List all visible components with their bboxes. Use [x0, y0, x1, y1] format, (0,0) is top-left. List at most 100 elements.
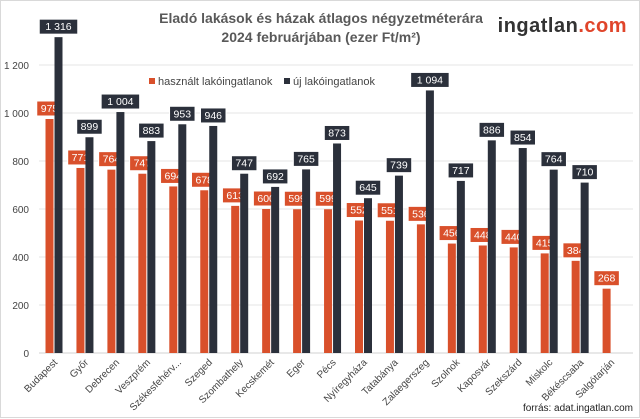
- data-label: 415: [536, 237, 554, 249]
- y-tick-label: 800: [12, 157, 29, 168]
- bar: [147, 141, 156, 353]
- bar: [324, 209, 333, 353]
- data-label-box: [571, 164, 598, 181]
- data-label-box: [354, 179, 382, 196]
- data-label-box: [230, 155, 258, 172]
- bar: [456, 180, 465, 353]
- bar: [262, 209, 271, 353]
- data-label-box: [261, 168, 289, 185]
- data-label: 854: [514, 132, 532, 144]
- bar: [394, 175, 403, 353]
- data-label: 953: [174, 108, 192, 120]
- data-label: 600: [257, 193, 275, 205]
- data-label: 873: [328, 127, 346, 139]
- data-label: 764: [545, 154, 563, 166]
- data-label-box: [292, 150, 320, 167]
- logo-main: ingatlan: [497, 15, 579, 37]
- data-label: 694: [165, 170, 183, 182]
- bar: [54, 37, 63, 353]
- data-label: 747: [235, 158, 253, 170]
- data-label: 1 316: [45, 21, 71, 33]
- y-tick-label: 600: [12, 205, 29, 216]
- bar: [416, 224, 425, 353]
- data-label: 739: [390, 160, 408, 172]
- data-label-box: [478, 121, 506, 138]
- data-label-box: [593, 270, 620, 287]
- bar: [138, 173, 147, 353]
- bar: [355, 220, 363, 353]
- logo: ingatlan.com: [498, 15, 627, 38]
- bar: [231, 205, 240, 353]
- chart-title: Eladó lakások és házak átlagos négyzetmé…: [121, 9, 521, 47]
- data-label: 886: [483, 124, 501, 136]
- data-label-box: [38, 18, 79, 35]
- data-label: 456: [443, 228, 461, 240]
- data-label-box: [385, 157, 413, 174]
- y-tick-label: 400: [12, 253, 29, 264]
- data-label: 536: [412, 208, 430, 220]
- x-tick-label: Budapest: [22, 357, 60, 395]
- bar: [302, 169, 311, 353]
- x-tick-label: Eger: [285, 357, 308, 380]
- title-line-1: Eladó lakások és házak átlagos négyzetmé…: [159, 10, 483, 26]
- bar: [85, 137, 94, 353]
- data-label-box: [323, 124, 351, 141]
- data-label-box: [100, 93, 141, 110]
- data-label: 899: [81, 121, 99, 133]
- data-label-box: [540, 151, 567, 168]
- y-tick-label: 1 200: [4, 61, 29, 72]
- data-label: 765: [297, 153, 315, 165]
- bar: [447, 243, 456, 353]
- data-label: 764: [103, 154, 121, 166]
- data-label: 717: [452, 165, 470, 177]
- bar: [116, 112, 125, 353]
- bar: [333, 143, 342, 353]
- bar: [571, 260, 580, 353]
- data-label: 268: [598, 273, 616, 285]
- data-label-box: [509, 129, 536, 146]
- data-label: 1 094: [417, 74, 443, 86]
- data-label: 883: [143, 125, 161, 137]
- x-tick-label: Pécs: [315, 357, 339, 381]
- data-label: 710: [576, 167, 594, 179]
- bar: [549, 169, 558, 353]
- data-label: 599: [319, 193, 337, 205]
- y-tick-label: 0: [23, 349, 29, 360]
- legend-label: használt lakóingatlanok: [158, 76, 273, 88]
- data-label: 552: [350, 205, 368, 217]
- data-label: 678: [195, 174, 213, 186]
- bar: [76, 167, 85, 353]
- data-label: 440: [505, 231, 523, 243]
- bar: [602, 288, 611, 353]
- bar: [478, 245, 487, 353]
- data-label: 384: [567, 245, 585, 257]
- bar: [509, 247, 518, 353]
- legend-swatch: [149, 78, 155, 84]
- data-label-box: [410, 71, 450, 88]
- bar: [240, 173, 249, 353]
- data-label: 645: [359, 182, 377, 194]
- data-label-box: [138, 122, 165, 139]
- data-label: 975: [41, 103, 59, 115]
- bar: [518, 148, 527, 353]
- y-tick-label: 200: [12, 301, 29, 312]
- data-label: 613: [226, 190, 244, 202]
- data-label: 946: [204, 110, 222, 122]
- bar: [364, 198, 372, 353]
- y-tick-label: 1 000: [4, 109, 29, 120]
- data-label: 1 004: [107, 96, 133, 108]
- bar: [107, 169, 116, 353]
- data-label: 599: [288, 193, 306, 205]
- data-label: 551: [381, 205, 399, 217]
- bar: [540, 253, 549, 353]
- data-label-box: [447, 162, 475, 179]
- bar: [425, 90, 434, 353]
- x-tick-label: Győr: [68, 357, 92, 381]
- source-note: forrás: adat.ingatlan.com: [522, 403, 633, 414]
- bar: [271, 186, 280, 353]
- legend-label: új lakóingatlanok: [293, 76, 375, 88]
- bar: [293, 209, 302, 353]
- data-label-box: [76, 118, 103, 135]
